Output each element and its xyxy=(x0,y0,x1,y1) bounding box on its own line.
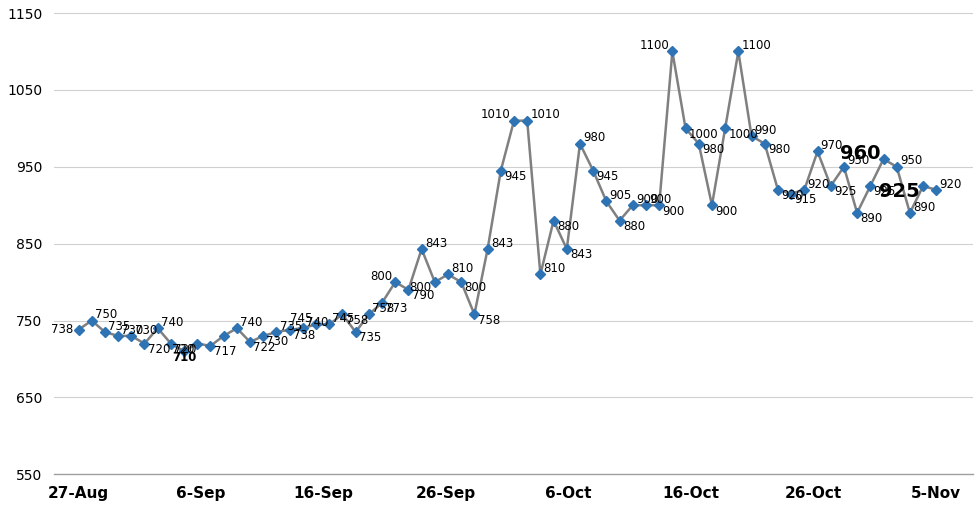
Text: 970: 970 xyxy=(820,139,843,152)
Text: 773: 773 xyxy=(385,302,408,315)
Text: 920: 920 xyxy=(808,177,830,190)
Text: 980: 980 xyxy=(702,143,724,156)
Text: 990: 990 xyxy=(755,124,777,137)
Text: 980: 980 xyxy=(583,132,606,144)
Text: 750: 750 xyxy=(95,308,118,321)
Text: 900: 900 xyxy=(636,193,659,206)
Text: 980: 980 xyxy=(768,143,790,156)
Text: 915: 915 xyxy=(795,193,816,206)
Text: 890: 890 xyxy=(860,212,883,225)
Text: 843: 843 xyxy=(570,248,592,261)
Text: 1100: 1100 xyxy=(639,39,669,52)
Text: 1010: 1010 xyxy=(530,108,561,121)
Text: 730: 730 xyxy=(134,324,157,337)
Text: 710: 710 xyxy=(172,351,196,364)
Text: 880: 880 xyxy=(557,220,579,233)
Text: 735: 735 xyxy=(108,320,130,333)
Text: 738: 738 xyxy=(51,323,74,336)
Text: 758: 758 xyxy=(372,302,394,315)
Text: 790: 790 xyxy=(412,289,434,302)
Text: 843: 843 xyxy=(491,237,514,250)
Text: 800: 800 xyxy=(369,270,392,283)
Text: 905: 905 xyxy=(610,189,632,202)
Text: 758: 758 xyxy=(346,313,368,327)
Text: 950: 950 xyxy=(900,154,922,168)
Text: 735: 735 xyxy=(359,331,381,344)
Text: 880: 880 xyxy=(622,220,645,233)
Text: 740: 740 xyxy=(240,316,263,329)
Text: 945: 945 xyxy=(597,170,618,183)
Text: 745: 745 xyxy=(332,312,355,325)
Text: 810: 810 xyxy=(544,262,565,275)
Text: 960: 960 xyxy=(840,144,880,163)
Text: 1010: 1010 xyxy=(481,108,511,121)
Text: 920: 920 xyxy=(781,189,804,202)
Text: 900: 900 xyxy=(715,205,737,217)
Text: 722: 722 xyxy=(253,341,275,355)
Text: 720: 720 xyxy=(148,343,171,356)
Text: 890: 890 xyxy=(913,201,935,213)
Text: 717: 717 xyxy=(214,345,236,358)
Text: 810: 810 xyxy=(451,262,473,275)
Text: 758: 758 xyxy=(477,313,500,327)
Text: 745: 745 xyxy=(290,312,313,325)
Text: 740: 740 xyxy=(161,316,183,329)
Text: 925: 925 xyxy=(879,182,920,201)
Text: 800: 800 xyxy=(465,281,486,295)
Text: 843: 843 xyxy=(424,237,447,250)
Text: 720: 720 xyxy=(174,343,196,356)
Text: 800: 800 xyxy=(410,281,431,295)
Text: 740: 740 xyxy=(306,316,328,329)
Text: 900: 900 xyxy=(649,193,671,206)
Text: 925: 925 xyxy=(834,185,857,198)
Text: 1100: 1100 xyxy=(742,39,771,52)
Text: 945: 945 xyxy=(504,170,526,183)
Text: 738: 738 xyxy=(293,329,316,342)
Text: 730: 730 xyxy=(267,335,289,348)
Text: 950: 950 xyxy=(847,154,869,168)
Text: 720: 720 xyxy=(172,343,194,356)
Text: 735: 735 xyxy=(279,320,302,333)
Text: 920: 920 xyxy=(940,177,962,190)
Text: 900: 900 xyxy=(662,205,685,217)
Text: 925: 925 xyxy=(873,185,896,198)
Text: 1000: 1000 xyxy=(689,128,718,141)
Text: 1000: 1000 xyxy=(728,128,758,141)
Text: 730: 730 xyxy=(122,324,143,337)
